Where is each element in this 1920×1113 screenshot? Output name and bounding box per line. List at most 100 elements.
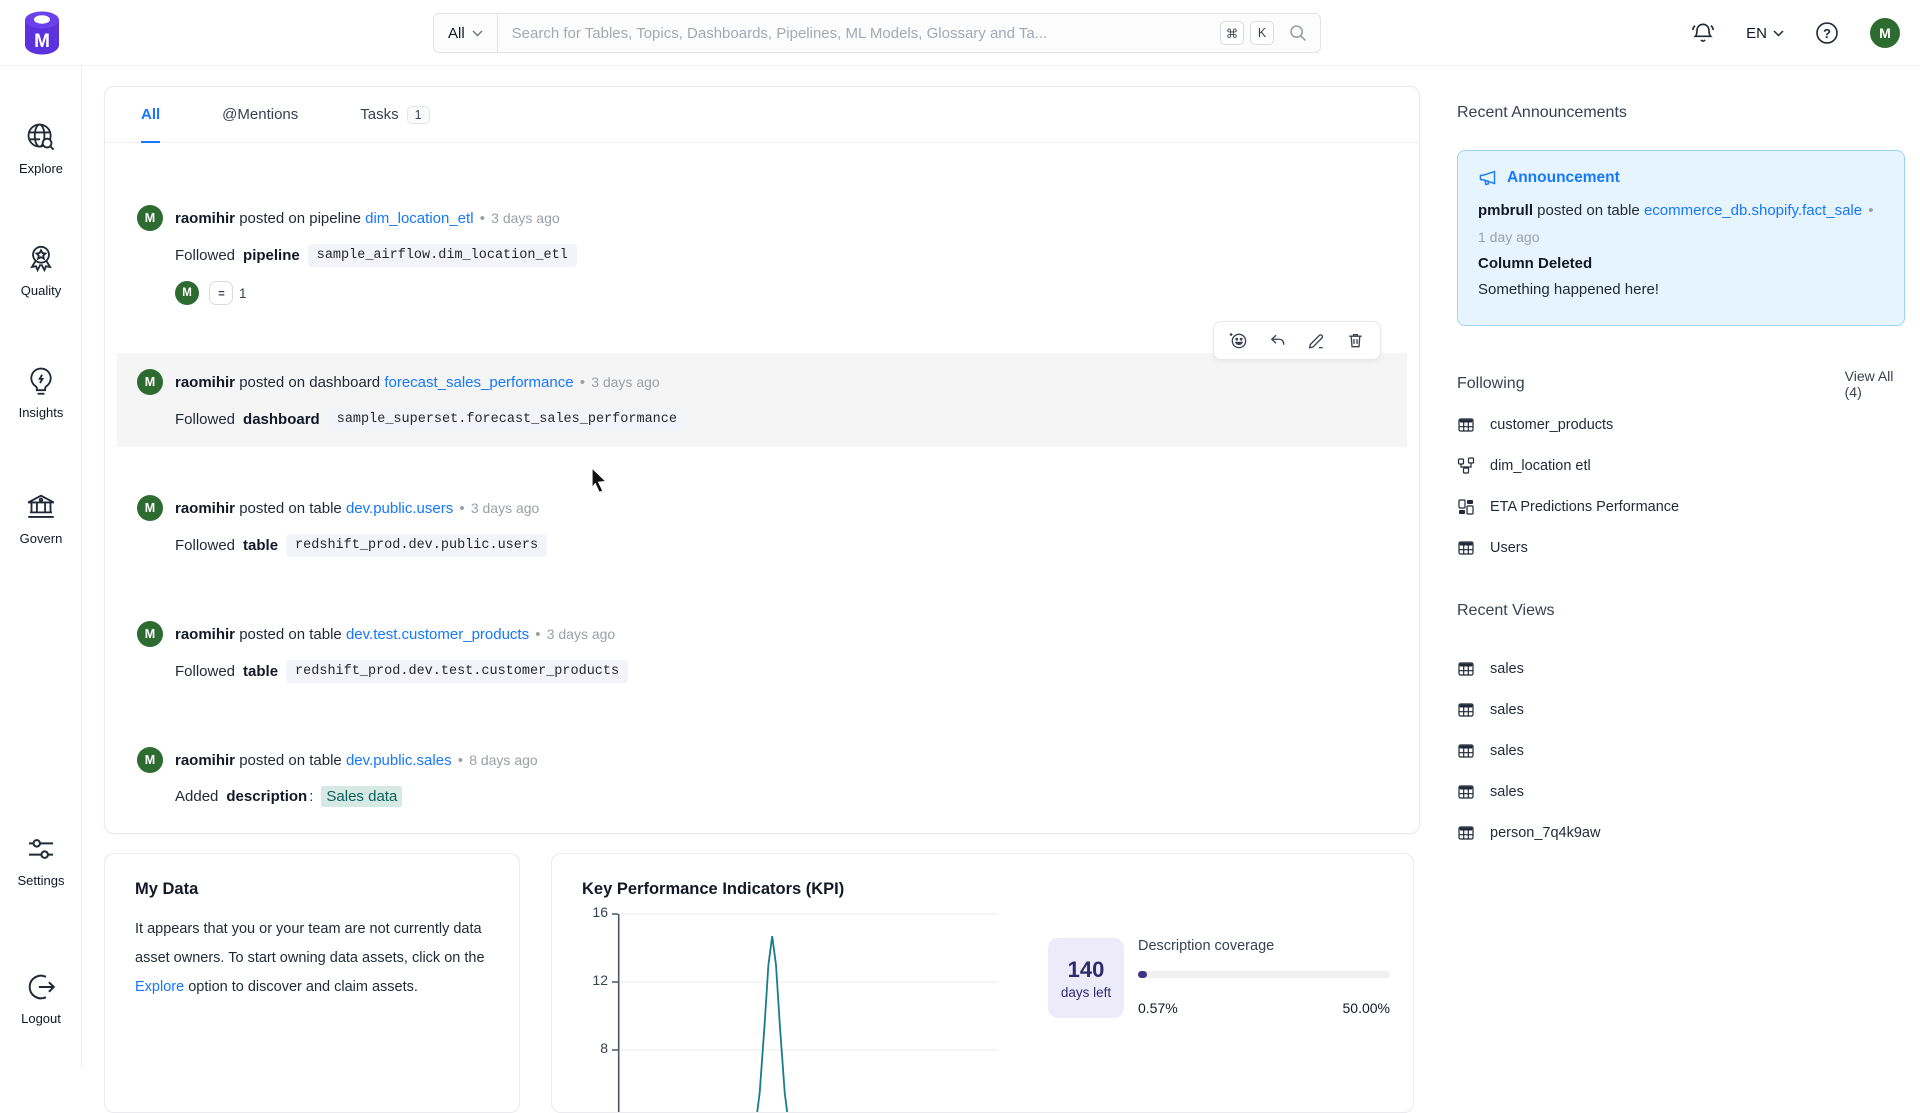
days-left-value: 140 bbox=[1067, 956, 1105, 982]
entity-link[interactable]: dev.public.users bbox=[345, 499, 454, 517]
y-tick-16: 16 bbox=[592, 904, 608, 920]
feed-user[interactable]: raomihir bbox=[175, 373, 236, 391]
feed-timestamp: 3 days ago bbox=[470, 499, 540, 516]
comment-count: 1 bbox=[239, 285, 247, 301]
fqn-chip: redshift_prod.dev.public.users bbox=[286, 534, 548, 557]
recent-view-item[interactable]: sales bbox=[1457, 689, 1905, 730]
feed-user[interactable]: raomihir bbox=[175, 751, 236, 769]
help-icon[interactable]: ? bbox=[1814, 20, 1840, 46]
bullet: • bbox=[479, 209, 485, 227]
tab-tasks[interactable]: Tasks 1 bbox=[360, 87, 430, 143]
days-left-label: days left bbox=[1060, 984, 1112, 1000]
sidebar-label-explore: Explore bbox=[18, 161, 64, 176]
recent-view-item[interactable]: sales bbox=[1457, 771, 1905, 812]
announcement-user[interactable]: pmbrull bbox=[1478, 202, 1533, 219]
logo-letter: M bbox=[34, 31, 50, 52]
delete-icon[interactable] bbox=[1346, 331, 1365, 350]
sidebar-item-insights[interactable]: Insights bbox=[0, 364, 82, 420]
sidebar-item-explore[interactable]: Explore bbox=[0, 120, 82, 176]
announcement-card[interactable]: Announcement pmbrull posted on table eco… bbox=[1457, 150, 1905, 326]
recent-announcements-title: Recent Announcements bbox=[1457, 104, 1627, 121]
sidebar-label-quality: Quality bbox=[20, 283, 62, 298]
recent-views-list: sales sales sales sales person_7q4k9aw bbox=[1457, 648, 1905, 853]
coverage-progress-bar bbox=[1138, 971, 1390, 978]
coverage-current: 0.57% bbox=[1138, 1000, 1178, 1016]
feed-verb: Added bbox=[175, 788, 219, 805]
global-search: All ⌘ K bbox=[433, 13, 1321, 53]
recent-view-item[interactable]: person_7q4k9aw bbox=[1457, 812, 1905, 853]
following-list: customer_products dim_location etl ETA P… bbox=[1457, 404, 1905, 568]
top-header: M All ⌘ K EN bbox=[0, 0, 1920, 66]
following-item[interactable]: ETA Predictions Performance bbox=[1457, 486, 1905, 527]
sidebar-label-insights: Insights bbox=[18, 405, 64, 420]
comment-count-button[interactable]: 1 bbox=[209, 281, 247, 305]
announcement-entity-link[interactable]: ecommerce_db.shopify.fact_sale bbox=[1643, 202, 1863, 219]
dashboard-icon bbox=[1458, 498, 1474, 515]
add-reaction-icon[interactable] bbox=[1229, 331, 1248, 350]
separator: : bbox=[309, 788, 314, 805]
activity-feed-card: All @Mentions Tasks 1 M raomihir posted … bbox=[104, 86, 1420, 834]
feed-verb: Followed bbox=[175, 663, 236, 680]
language-selector[interactable]: EN bbox=[1746, 25, 1784, 42]
entity-link[interactable]: forecast_sales_performance bbox=[384, 373, 574, 391]
feed-user[interactable]: raomihir bbox=[175, 625, 236, 643]
tab-all[interactable]: All bbox=[141, 87, 161, 143]
added-description-value: Sales data bbox=[321, 786, 403, 807]
tasks-count-badge: 1 bbox=[406, 105, 430, 124]
sidebar-item-govern[interactable]: Govern bbox=[0, 490, 82, 546]
feed-asset-type: table bbox=[243, 663, 279, 680]
feed-item-table-sales: M raomihir posted on table dev.public.sa… bbox=[105, 731, 1419, 823]
explore-globe-search-icon bbox=[27, 123, 55, 151]
feed-user[interactable]: raomihir bbox=[175, 209, 236, 227]
announcement-label: Announcement bbox=[1507, 169, 1620, 186]
sidebar-item-logout[interactable]: Logout bbox=[0, 970, 82, 1026]
feed-item-table-customer-products: M raomihir posted on table dev.test.cust… bbox=[105, 605, 1419, 699]
view-all-link[interactable]: View All (4) bbox=[1844, 368, 1894, 400]
y-tick-12: 12 bbox=[592, 972, 608, 988]
feed-tabs: All @Mentions Tasks 1 bbox=[105, 87, 1419, 143]
edit-icon[interactable] bbox=[1307, 331, 1326, 350]
reply-icon[interactable] bbox=[1268, 331, 1287, 350]
explore-link[interactable]: Explore bbox=[135, 979, 185, 995]
notifications-bell-icon[interactable] bbox=[1690, 20, 1716, 46]
following-item[interactable]: Users bbox=[1457, 527, 1905, 568]
days-left-badge: 140 days left bbox=[1048, 938, 1124, 1018]
feed-user[interactable]: raomihir bbox=[175, 499, 236, 517]
announcement-body: Something happened here! bbox=[1478, 281, 1659, 298]
feed-verb: Followed bbox=[175, 247, 236, 264]
table-icon bbox=[1458, 784, 1474, 799]
feed-item-dashboard[interactable]: M raomihir posted on dashboard forecast_… bbox=[117, 321, 1407, 447]
kpi-line-chart bbox=[612, 913, 998, 1112]
sidebar-item-settings[interactable]: Settings bbox=[0, 832, 82, 888]
following-item[interactable]: dim_location etl bbox=[1457, 445, 1905, 486]
tab-mentions[interactable]: @Mentions bbox=[222, 106, 299, 123]
quality-medal-icon bbox=[30, 245, 52, 273]
feed-timestamp: 3 days ago bbox=[591, 373, 660, 390]
openmetadata-logo[interactable]: M bbox=[22, 11, 62, 55]
coverage-label: Description coverage bbox=[1138, 938, 1275, 954]
insights-bulb-icon bbox=[30, 367, 52, 395]
search-icon[interactable] bbox=[1288, 23, 1308, 43]
entity-link[interactable]: dev.test.customer_products bbox=[345, 625, 530, 643]
kpi-card: Key Performance Indicators (KPI) 16 12 8… bbox=[551, 853, 1414, 1113]
govern-bank-icon bbox=[27, 494, 55, 518]
entity-link[interactable]: dev.public.sales bbox=[345, 751, 452, 769]
feed-timestamp: 8 days ago bbox=[469, 751, 538, 768]
settings-sliders-icon bbox=[28, 839, 54, 859]
feed-verb: Followed bbox=[175, 537, 236, 554]
feed-action: posted on table bbox=[239, 751, 342, 769]
search-input[interactable] bbox=[497, 24, 1220, 42]
table-icon bbox=[1458, 417, 1474, 432]
entity-link[interactable]: dim_location_etl bbox=[365, 209, 474, 227]
coverage-progress-fill bbox=[1138, 971, 1147, 978]
recent-view-item[interactable]: sales bbox=[1457, 730, 1905, 771]
following-item[interactable]: customer_products bbox=[1457, 404, 1905, 445]
sidebar-item-quality[interactable]: Quality bbox=[0, 242, 82, 298]
feed-item-pipeline: M raomihir posted on pipeline dim_locati… bbox=[105, 189, 1419, 321]
search-filter-label: All bbox=[448, 24, 465, 42]
recent-view-item[interactable]: sales bbox=[1457, 648, 1905, 689]
user-avatar[interactable]: M bbox=[1870, 18, 1900, 48]
search-filter-dropdown[interactable]: All bbox=[434, 14, 498, 52]
feed-asset-type: table bbox=[243, 537, 279, 554]
kpi-title: Key Performance Indicators (KPI) bbox=[582, 880, 845, 898]
